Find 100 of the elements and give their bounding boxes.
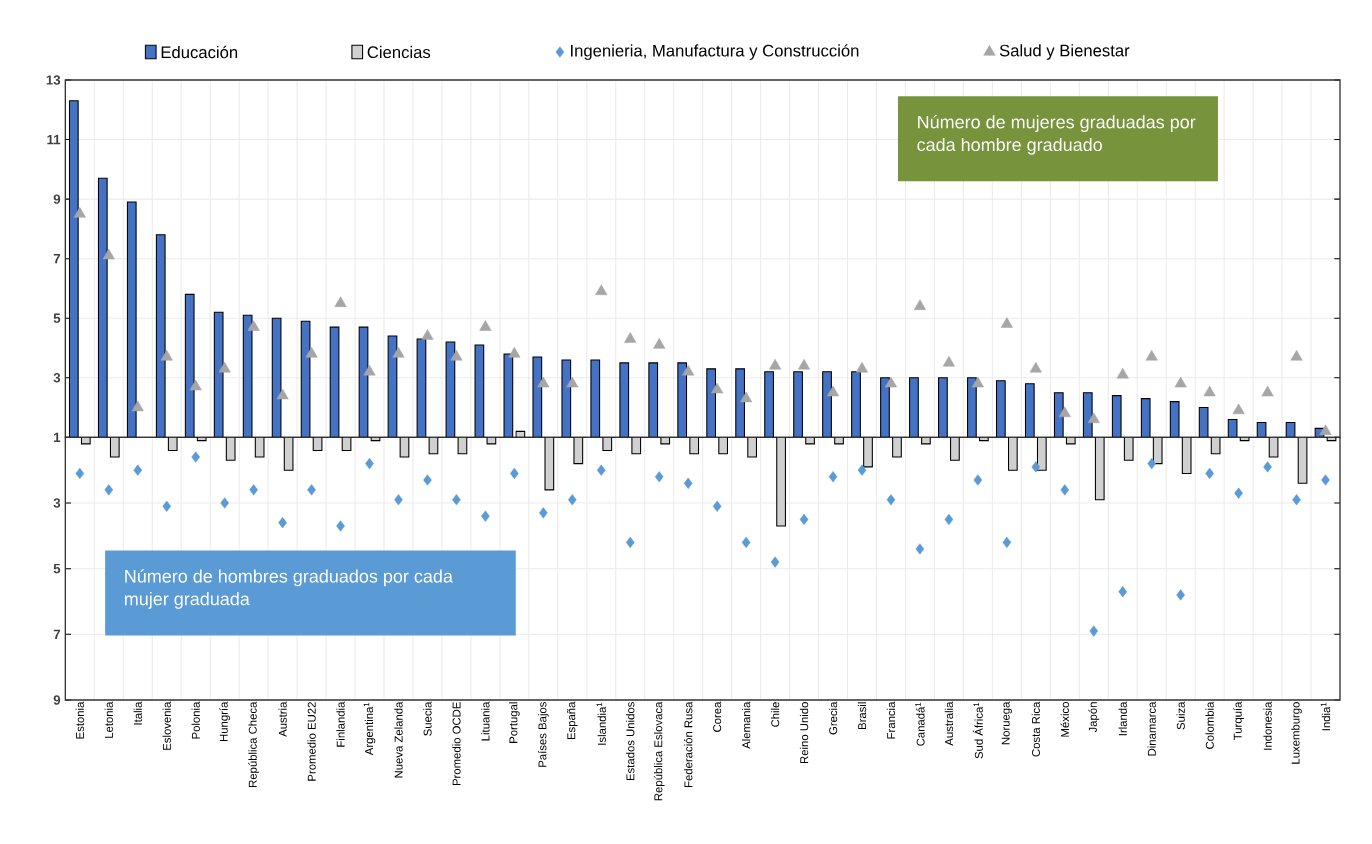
point xyxy=(913,299,926,310)
point xyxy=(1319,424,1332,435)
point xyxy=(133,464,143,476)
point xyxy=(915,543,925,555)
y-tick-label: 1 xyxy=(54,432,61,442)
point xyxy=(276,388,289,400)
x-tick-label: Noruega xyxy=(1001,701,1012,745)
point xyxy=(855,361,869,373)
y-tick-label: 7 xyxy=(53,254,61,264)
x-tick-label: Turquía xyxy=(1233,701,1244,740)
point xyxy=(162,500,171,512)
point xyxy=(1261,385,1274,397)
y-tick-label: 13 xyxy=(46,75,61,85)
point xyxy=(653,338,666,349)
point xyxy=(971,376,984,388)
point xyxy=(857,464,867,476)
point xyxy=(595,284,608,296)
legend-label: Ciencias xyxy=(367,45,431,59)
annotation: Número de hombres graduados por cada mujer graduada xyxy=(124,569,453,609)
y-tick-label: 9 xyxy=(53,194,61,204)
y-tick-label: 3 xyxy=(53,498,61,508)
x-tick-label: Países Bajos xyxy=(537,702,549,767)
point xyxy=(740,391,753,403)
point xyxy=(539,507,548,519)
x-tick-label: Suecia xyxy=(423,701,432,736)
x-tick-label: España xyxy=(567,701,578,740)
point xyxy=(1089,625,1099,637)
x-tick-label: República Checa xyxy=(248,701,259,787)
point xyxy=(1002,536,1012,549)
x-tick-label: Canadá$^{1}$ xyxy=(915,702,925,746)
point xyxy=(597,464,606,476)
point xyxy=(770,556,780,568)
x-tick-label: Costa Rica xyxy=(1031,701,1040,757)
x-tick-label: Letonia xyxy=(104,701,113,738)
point xyxy=(1290,349,1303,361)
point xyxy=(104,484,114,496)
point xyxy=(249,484,258,496)
x-tick-label: Nueva Zelanda xyxy=(394,701,403,778)
point xyxy=(220,497,229,509)
point xyxy=(423,474,432,486)
point xyxy=(884,376,898,388)
point xyxy=(624,332,637,343)
x-tick-label: Promedio OCDE xyxy=(452,702,461,786)
point xyxy=(479,320,492,331)
x-tick-label: Argentina$^{1}$ xyxy=(363,702,376,756)
point xyxy=(247,320,260,331)
point xyxy=(1234,487,1243,499)
x-tick-label: Colombia xyxy=(1205,701,1214,749)
annotation: Número de mujeres graduadas por cada hombre graduado xyxy=(917,115,1196,155)
point xyxy=(1060,484,1070,496)
point xyxy=(75,467,85,480)
y-tick-label: 7 xyxy=(53,629,61,639)
point xyxy=(942,355,955,367)
point xyxy=(826,385,840,397)
point xyxy=(1321,474,1330,486)
point xyxy=(394,494,403,506)
y-tick-label: 5 xyxy=(53,564,61,574)
point xyxy=(886,494,896,506)
point xyxy=(711,382,724,394)
x-tick-label: Islandia$^{1}$ xyxy=(596,702,606,745)
point xyxy=(278,517,287,529)
x-tick-label: Polonia xyxy=(191,701,200,739)
point xyxy=(421,329,434,340)
x-tick-label: Promedio EU22 xyxy=(307,702,316,781)
x-tick-label: Reino Unido xyxy=(799,702,809,764)
x-tick-label: Japón xyxy=(1088,702,1100,733)
point xyxy=(305,347,318,358)
x-tick-label: México xyxy=(1060,702,1070,737)
point xyxy=(683,477,693,489)
legend-label: Salud y Bienestar xyxy=(999,44,1130,60)
point xyxy=(1174,376,1187,388)
x-tick-label: Grecia xyxy=(828,701,838,735)
legend-label: Ingenieria, Manufactura y Construcción xyxy=(571,44,859,60)
point xyxy=(1203,385,1216,397)
x-tick-label: Australia xyxy=(944,701,954,746)
point xyxy=(1292,494,1301,506)
point xyxy=(73,207,86,218)
point xyxy=(798,358,811,370)
x-tick-label: Corea xyxy=(713,701,722,732)
x-tick-label: Luxemburgo xyxy=(1291,702,1302,764)
x-tick-label: Estonia xyxy=(75,701,84,739)
point xyxy=(336,520,345,532)
x-tick-label: Eslovenia xyxy=(162,701,171,750)
x-tick-label: Finlandia xyxy=(336,701,345,747)
point xyxy=(682,364,695,376)
point xyxy=(1147,458,1156,470)
point xyxy=(1176,589,1185,601)
x-tick-label: Alemania xyxy=(741,701,751,749)
point xyxy=(334,296,347,307)
point xyxy=(568,494,577,506)
point xyxy=(625,536,635,549)
point xyxy=(102,248,115,260)
point xyxy=(450,349,463,361)
point xyxy=(363,364,376,376)
legend-label: Educación xyxy=(161,45,238,59)
point xyxy=(537,376,550,388)
y-tick-label: 3 xyxy=(53,373,61,383)
x-tick-label: Hungría xyxy=(219,701,231,741)
point xyxy=(1145,349,1158,361)
point xyxy=(1116,367,1129,379)
